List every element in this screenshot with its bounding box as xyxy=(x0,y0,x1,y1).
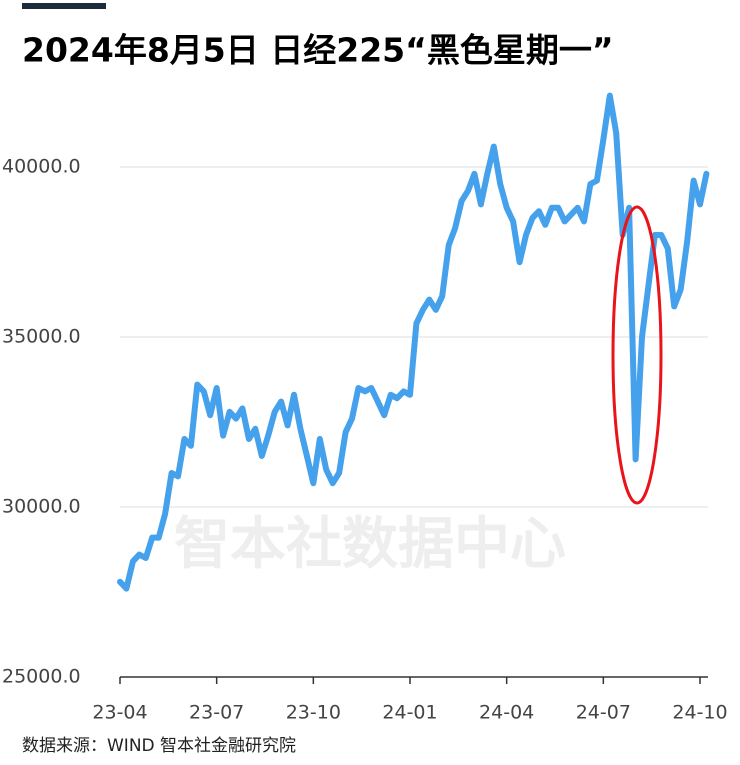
x-tick-label: 24-10 xyxy=(672,702,727,724)
x-tick-label: 24-07 xyxy=(576,702,631,724)
price-line xyxy=(117,92,710,592)
highlight-ellipse xyxy=(611,205,663,505)
y-tick-label: 40000.0 xyxy=(2,156,81,178)
plot: 25000.0 30000.0 35000.0 40000.0 23-04 23-07 23… xyxy=(2,92,728,724)
title-bar xyxy=(22,3,106,9)
source-note: 数据来源：WIND 智本社金融研究院 xyxy=(22,736,296,756)
chart-title: 2024年8月5日 日经225“黑色星期一” xyxy=(22,31,614,70)
x-tick-label: 23-10 xyxy=(286,702,341,724)
x-tick-label: 24-04 xyxy=(479,702,534,724)
y-tick-label: 25000.0 xyxy=(2,666,81,688)
x-tick-label: 23-07 xyxy=(189,702,244,724)
x-tick-label: 24-01 xyxy=(382,702,437,724)
y-tick-label: 35000.0 xyxy=(2,326,81,348)
watermark: 智本社数据中心 xyxy=(174,512,566,577)
y-tick-label: 30000.0 xyxy=(2,496,81,518)
x-tick-label: 23-04 xyxy=(92,702,147,724)
